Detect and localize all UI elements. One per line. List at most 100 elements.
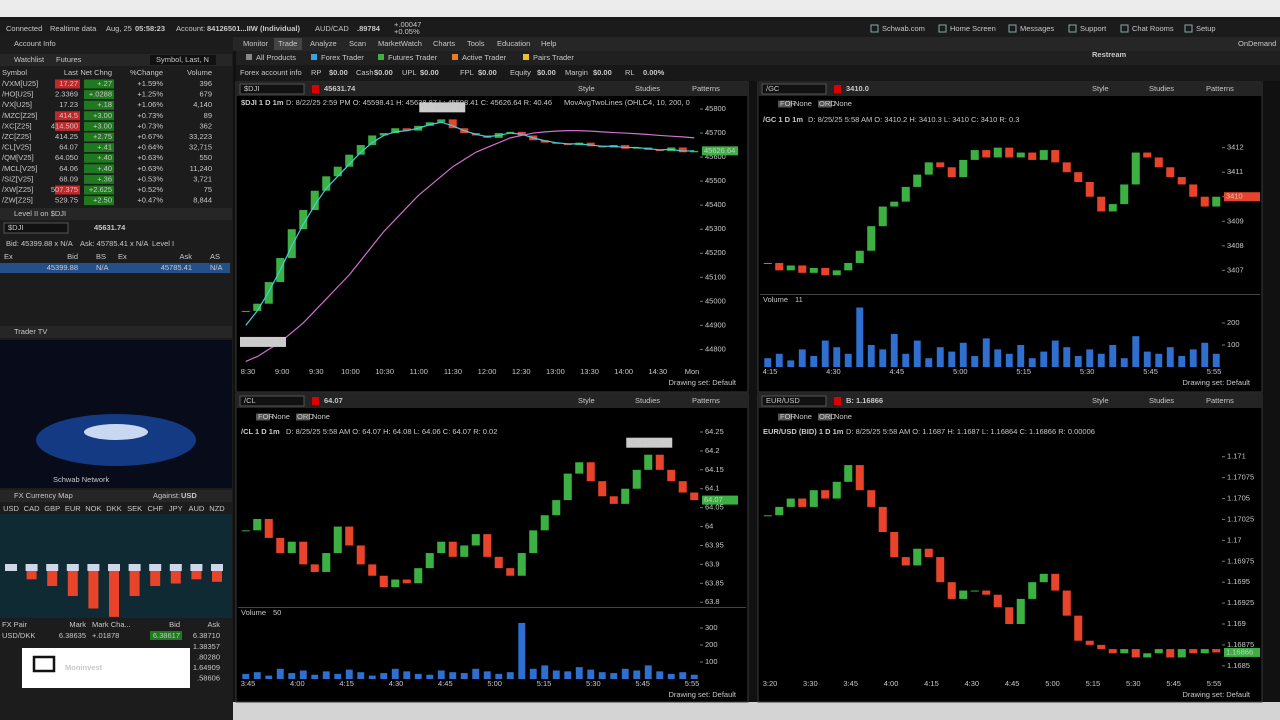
top-link[interactable]: Chat Rooms — [1132, 24, 1174, 33]
toolbar-button[interactable]: Patterns — [1206, 84, 1234, 93]
subtab[interactable]: Futures Trader — [388, 53, 438, 62]
volume-bar — [982, 338, 990, 367]
watchlist-cell[interactable]: /MCL[V25] — [2, 164, 37, 173]
for-label: FOR — [258, 412, 274, 421]
subtab[interactable]: All Products — [256, 53, 296, 62]
link-icon — [938, 24, 947, 33]
toolbar-button[interactable]: Patterns — [692, 84, 720, 93]
top-link[interactable]: Support — [1080, 24, 1107, 33]
menu-item[interactable]: Analyze — [310, 39, 337, 48]
ord-value[interactable]: None — [834, 99, 852, 108]
volume-bar — [667, 673, 675, 679]
menu-item[interactable]: Education — [497, 39, 530, 48]
for-value[interactable]: None — [794, 412, 812, 421]
subtab[interactable]: Pairs Trader — [533, 53, 574, 62]
menu-item[interactable]: Scan — [349, 39, 366, 48]
ord-value[interactable]: None — [834, 412, 852, 421]
watchlist-cell[interactable]: /XW[Z25] — [2, 185, 33, 194]
candle — [644, 454, 653, 470]
subtab-icon — [378, 54, 384, 60]
search[interactable]: Symbol, Last, N — [156, 55, 209, 64]
toolbar-button[interactable]: Studies — [635, 84, 660, 93]
drawing-set[interactable]: Drawing set: Default — [1182, 378, 1250, 387]
watchlist-cell[interactable]: /ZW[Z25] — [2, 196, 33, 205]
watchlist-cell[interactable]: /ZC[Z25] — [2, 132, 31, 141]
account[interactable]: 84126501...IIW (Individual) — [207, 24, 300, 33]
toolbar-button[interactable]: Style — [578, 84, 595, 93]
top-link[interactable]: Messages — [1020, 24, 1054, 33]
drawing-set[interactable]: Drawing set: Default — [668, 378, 736, 387]
panel-title[interactable]: Level II on $DJI — [14, 209, 66, 218]
toolbar-button[interactable]: Studies — [1149, 396, 1174, 405]
watchlist-cell[interactable]: /XC[Z25] — [2, 121, 32, 130]
volume-bar — [775, 353, 783, 367]
for-value[interactable]: None — [272, 412, 290, 421]
candle — [287, 541, 296, 554]
watchlist-name[interactable]: Futures — [56, 55, 82, 64]
y-tick-label: 63.85 — [705, 578, 724, 587]
watchlist-cell: 414.25 — [55, 132, 78, 141]
ord-value[interactable]: None — [312, 412, 330, 421]
drawing-set[interactable]: Drawing set: Default — [668, 690, 736, 699]
on-demand[interactable]: OnDemand — [1238, 39, 1276, 48]
watchlist-cell[interactable]: /VX[U25] — [2, 100, 32, 109]
watchlist-cell[interactable]: /VXM[U25] — [2, 79, 38, 88]
flag — [211, 564, 223, 571]
top-link[interactable]: Setup — [1196, 24, 1216, 33]
bid-cell — [150, 631, 182, 640]
panel-title[interactable]: FX Currency Map — [14, 491, 73, 500]
toolbar-button[interactable]: Style — [1092, 396, 1109, 405]
menu-item[interactable]: Charts — [433, 39, 455, 48]
toolbar-button[interactable]: Studies — [635, 396, 660, 405]
toolbar-button[interactable]: Studies — [1149, 84, 1174, 93]
watchlist-cell[interactable]: /HO[U25] — [2, 90, 33, 99]
menu-item[interactable]: Tools — [467, 39, 485, 48]
panel-title[interactable]: Account Info — [14, 39, 56, 48]
toolbar-button[interactable]: Style — [578, 396, 595, 405]
chart-toolbar — [236, 82, 748, 96]
menu-item[interactable]: Monitor — [243, 39, 269, 48]
y-tick-label: 45500 — [705, 176, 726, 185]
drawing-set[interactable]: Drawing set: Default — [1182, 690, 1250, 699]
candle — [368, 564, 377, 576]
candle — [786, 498, 795, 507]
watchlist-cell[interactable]: /CL[V25] — [2, 143, 31, 152]
toolbar-button[interactable]: Patterns — [1206, 396, 1234, 405]
menu-item[interactable]: Help — [541, 39, 556, 48]
chart-symbol[interactable]: $DJI — [244, 84, 259, 93]
toolbar-button[interactable]: Style — [1092, 84, 1109, 93]
candle — [1143, 653, 1152, 658]
watermark-box — [22, 648, 190, 688]
candle — [379, 133, 388, 136]
watchlist-cell: +.27 — [97, 79, 112, 88]
watchlist-cell[interactable]: /MZC[Z25] — [2, 111, 37, 120]
change-cell — [84, 174, 114, 184]
watchlist-cell: +3.00 — [93, 111, 112, 120]
chart-symbol[interactable]: EUR/USD — [766, 396, 800, 405]
top-link[interactable]: Schwab.com — [882, 24, 925, 33]
candle — [322, 553, 331, 572]
study-line — [245, 130, 695, 362]
candle — [947, 582, 956, 599]
menu-item[interactable]: Trade — [278, 39, 297, 48]
panel-title[interactable]: Trader TV — [14, 327, 47, 336]
subtab[interactable]: Active Trader — [462, 53, 507, 62]
toolbar-button[interactable]: Patterns — [692, 396, 720, 405]
volume-bar — [1063, 347, 1071, 367]
panel-title[interactable]: Watchlist — [14, 55, 45, 64]
chart-symbol[interactable]: /CL — [244, 396, 256, 405]
menu-item[interactable]: MarketWatch — [378, 39, 422, 48]
watchlist-cell: +0.67% — [137, 132, 163, 141]
subtab[interactable]: Forex Trader — [321, 53, 364, 62]
x-tick-label: 5:00 — [953, 367, 968, 376]
chart-symbol[interactable]: /GC — [766, 84, 780, 93]
for-value[interactable]: None — [794, 99, 812, 108]
watchlist-cell[interactable]: /QM[V25] — [2, 153, 34, 162]
top-link[interactable]: Home Screen — [950, 24, 996, 33]
watchlist-cell: 4,140 — [193, 100, 212, 109]
fx-cell: 6.38617 — [153, 631, 180, 640]
watchlist-cell[interactable]: /SIZ[V25] — [2, 174, 33, 183]
fx-cell: .58606 — [197, 673, 220, 682]
candle — [1005, 607, 1014, 624]
watchlist-cell: +.41 — [97, 143, 112, 152]
